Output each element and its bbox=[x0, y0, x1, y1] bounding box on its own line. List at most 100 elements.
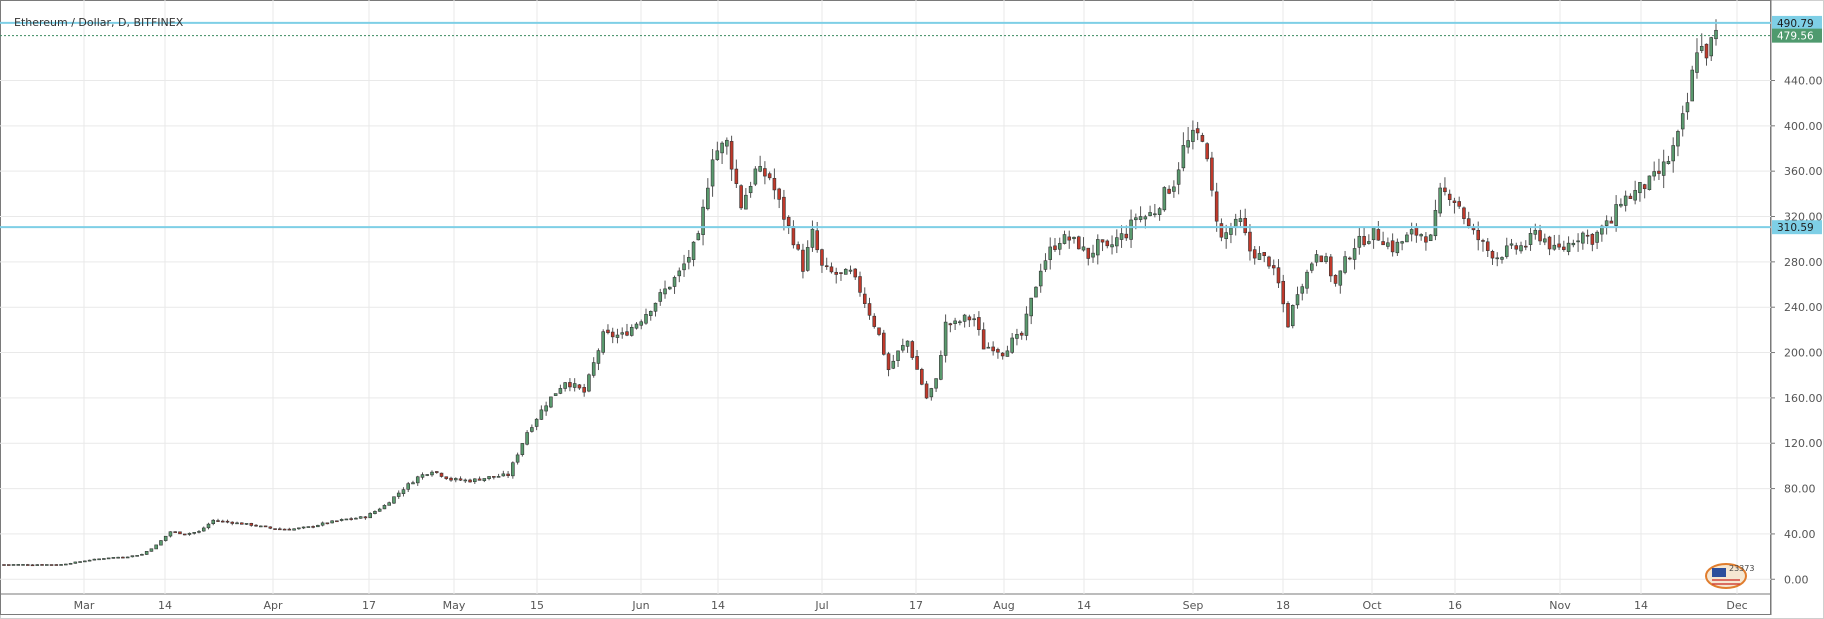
candle[interactable] bbox=[696, 230, 701, 241]
candle[interactable] bbox=[159, 540, 163, 546]
candle[interactable] bbox=[363, 516, 368, 520]
candle[interactable] bbox=[1438, 182, 1442, 217]
candle[interactable] bbox=[1172, 180, 1176, 198]
candle[interactable] bbox=[420, 472, 425, 480]
candle[interactable] bbox=[858, 271, 862, 297]
candle[interactable] bbox=[782, 189, 786, 231]
candle[interactable] bbox=[411, 480, 415, 485]
candle[interactable] bbox=[981, 322, 986, 350]
candle[interactable] bbox=[1200, 132, 1205, 143]
candle[interactable] bbox=[106, 557, 111, 560]
candle[interactable] bbox=[1281, 274, 1286, 313]
candle[interactable] bbox=[116, 556, 120, 559]
candle[interactable] bbox=[301, 526, 306, 530]
candle[interactable] bbox=[1638, 181, 1642, 202]
candle[interactable] bbox=[1072, 236, 1076, 244]
candle[interactable] bbox=[444, 476, 449, 480]
candle[interactable] bbox=[240, 522, 244, 525]
candle[interactable] bbox=[1119, 225, 1124, 248]
candle[interactable] bbox=[1552, 234, 1557, 251]
candle[interactable] bbox=[1314, 250, 1319, 267]
candle[interactable] bbox=[905, 340, 910, 353]
candle[interactable] bbox=[843, 268, 848, 275]
candle[interactable] bbox=[259, 525, 263, 528]
candle[interactable] bbox=[439, 472, 444, 478]
candle[interactable] bbox=[1348, 256, 1352, 261]
candle[interactable] bbox=[929, 387, 934, 401]
candle[interactable] bbox=[739, 184, 743, 211]
candle[interactable] bbox=[216, 518, 220, 523]
candle[interactable] bbox=[706, 178, 710, 211]
candle[interactable] bbox=[458, 476, 463, 481]
candle[interactable] bbox=[178, 531, 182, 535]
candle[interactable] bbox=[1671, 137, 1675, 173]
candle[interactable] bbox=[373, 510, 377, 515]
candle[interactable] bbox=[511, 461, 515, 479]
candle[interactable] bbox=[316, 524, 320, 528]
candle[interactable] bbox=[78, 561, 82, 563]
candle[interactable] bbox=[1091, 244, 1095, 263]
candle[interactable] bbox=[135, 555, 139, 557]
candle[interactable] bbox=[387, 501, 391, 506]
candle[interactable] bbox=[725, 137, 729, 155]
candle[interactable] bbox=[1148, 205, 1152, 217]
candle[interactable] bbox=[263, 525, 268, 528]
candle[interactable] bbox=[173, 531, 177, 533]
candle[interactable] bbox=[54, 564, 59, 566]
candle[interactable] bbox=[401, 487, 406, 497]
candle[interactable] bbox=[1329, 254, 1333, 283]
candle[interactable] bbox=[1343, 250, 1347, 275]
candle[interactable] bbox=[1324, 252, 1328, 264]
price-axis[interactable]: 0.00 40.00 80.00 120.00 160.00 200.00 240.00 28… bbox=[1771, 74, 1823, 586]
candle[interactable] bbox=[530, 424, 534, 433]
candle[interactable] bbox=[848, 265, 853, 275]
candle[interactable] bbox=[1595, 230, 1599, 250]
candle[interactable] bbox=[335, 520, 339, 523]
candle[interactable] bbox=[182, 533, 187, 536]
candle[interactable] bbox=[454, 477, 458, 483]
candle[interactable] bbox=[1205, 142, 1209, 162]
candle[interactable] bbox=[1053, 238, 1057, 252]
candle[interactable] bbox=[1129, 209, 1133, 248]
candle[interactable] bbox=[539, 405, 544, 420]
candle[interactable] bbox=[1271, 259, 1276, 276]
candle[interactable] bbox=[577, 384, 582, 390]
candle[interactable] bbox=[201, 526, 206, 532]
candle[interactable] bbox=[330, 520, 334, 524]
candle[interactable] bbox=[1557, 234, 1561, 250]
candle[interactable] bbox=[477, 476, 482, 481]
candle[interactable] bbox=[1138, 206, 1143, 223]
candle[interactable] bbox=[991, 341, 995, 356]
candle[interactable] bbox=[26, 563, 30, 566]
candle[interactable] bbox=[1500, 256, 1504, 264]
candle[interactable] bbox=[805, 240, 810, 272]
candle[interactable] bbox=[1005, 345, 1010, 357]
candle[interactable] bbox=[230, 521, 235, 526]
candle[interactable] bbox=[882, 329, 886, 356]
candle[interactable] bbox=[102, 558, 106, 560]
candle[interactable] bbox=[610, 327, 615, 344]
candle[interactable] bbox=[820, 248, 824, 273]
candle[interactable] bbox=[344, 518, 349, 521]
candle[interactable] bbox=[1290, 304, 1295, 329]
candle[interactable] bbox=[1057, 237, 1062, 256]
candle[interactable] bbox=[1224, 224, 1228, 249]
candle[interactable] bbox=[896, 350, 900, 367]
candle[interactable] bbox=[297, 527, 301, 530]
candle[interactable] bbox=[953, 317, 957, 330]
candle[interactable] bbox=[325, 522, 330, 525]
candle[interactable] bbox=[1699, 33, 1704, 54]
candle[interactable] bbox=[225, 519, 230, 524]
candle[interactable] bbox=[658, 288, 663, 306]
candle[interactable] bbox=[396, 490, 401, 499]
candle[interactable] bbox=[40, 564, 44, 566]
candle[interactable] bbox=[1490, 249, 1495, 265]
candle[interactable] bbox=[154, 544, 158, 550]
candle[interactable] bbox=[197, 530, 201, 534]
candle[interactable] bbox=[320, 521, 325, 527]
candle[interactable] bbox=[392, 496, 396, 504]
candle[interactable] bbox=[582, 383, 586, 397]
candle[interactable] bbox=[920, 367, 924, 386]
candle[interactable] bbox=[254, 524, 258, 527]
